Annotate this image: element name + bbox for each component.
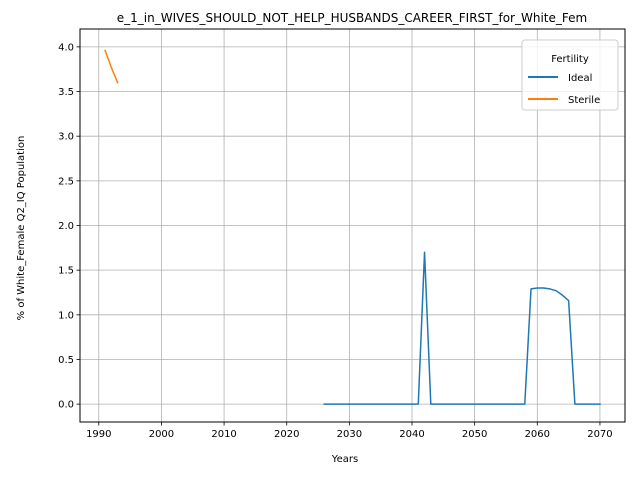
ticks: 1990 2000 2010 2020 2030 2040 2050 2060 2070 0.0 0…: [58, 42, 613, 440]
y-tick-label: 2.5: [58, 176, 74, 187]
chart-title: e_1_in_WIVES_SHOULD_NOT_HELP_HUSBANDS_CA…: [117, 11, 587, 25]
x-tick-label: 2030: [337, 429, 362, 440]
legend: Fertility Ideal Sterile: [521, 39, 619, 111]
series-line-ideal: [323, 251, 601, 405]
y-tick-label: 3.5: [58, 87, 74, 98]
y-tick-label: 3.0: [58, 132, 74, 143]
x-tick-label: 2070: [587, 429, 612, 440]
y-tick-label: 0.5: [58, 355, 74, 366]
y-tick-label: 0.0: [58, 400, 74, 411]
legend-box: [521, 39, 619, 111]
x-tick-label: 2060: [525, 429, 550, 440]
legend-label-sterile: Sterile: [568, 95, 600, 106]
x-tick-label: 1990: [86, 429, 111, 440]
y-axis-label: % of White_Female Q2_IQ Population: [16, 136, 27, 321]
y-tick-label: 4.0: [58, 42, 74, 53]
y-tick-label: 2.0: [58, 221, 74, 232]
legend-label-ideal: Ideal: [568, 73, 592, 84]
legend-title: Fertility: [551, 54, 589, 65]
x-tick-label: 2040: [399, 429, 424, 440]
series-layer: [104, 49, 601, 405]
x-tick-label: 2020: [274, 429, 299, 440]
x-tick-label: 2050: [462, 429, 487, 440]
x-tick-label: 2000: [149, 429, 174, 440]
y-tick-label: 1.5: [58, 266, 74, 277]
x-axis-label: Years: [331, 454, 358, 465]
y-tick-label: 1.0: [58, 310, 74, 321]
series-line-sterile: [104, 49, 119, 84]
x-tick-label: 2010: [211, 429, 236, 440]
